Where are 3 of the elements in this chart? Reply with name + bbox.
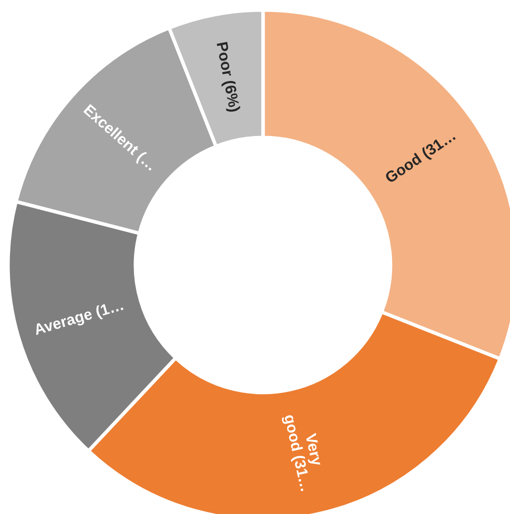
slice-label: Very good (31… xyxy=(281,414,323,492)
slice-label: Average (1… xyxy=(33,299,124,338)
slice-label: Poor (6%) xyxy=(214,42,241,113)
